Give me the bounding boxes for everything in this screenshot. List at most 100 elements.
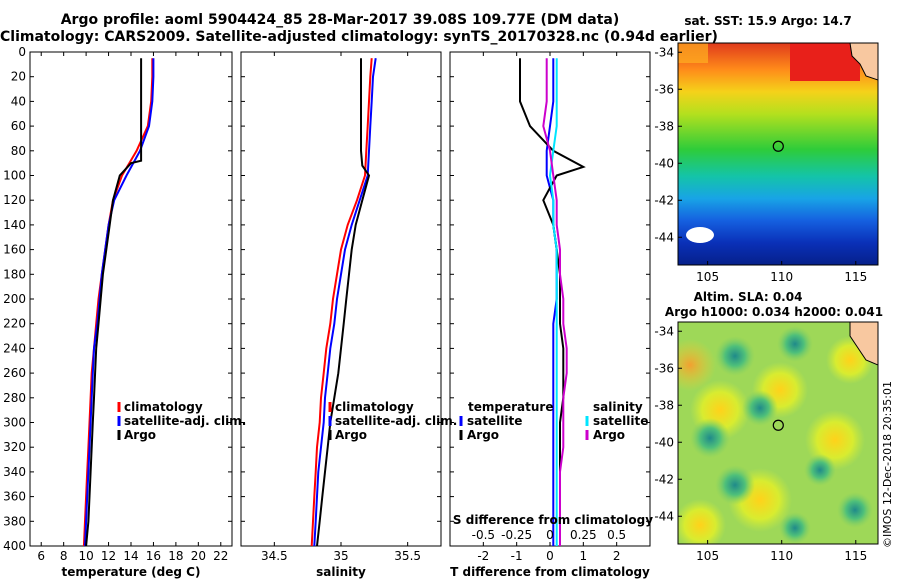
legend-label: Argo <box>593 428 625 442</box>
x-tick-label: 34.5 <box>261 549 288 563</box>
sst-map: sat. SST: 15.9 Argo: 14.7 105 110 115 -34 -3… <box>654 14 879 284</box>
map-x-tick-label: 115 <box>844 549 867 563</box>
sst-warm-patch <box>790 43 860 81</box>
sla-map: Altim. SLA: 0.04 Argo h1000: 0.034 h2000… <box>654 290 883 563</box>
map-x-tick-label: 115 <box>844 270 867 284</box>
map-y-tick-label: -36 <box>654 82 674 96</box>
x-tick-label: 35 <box>333 549 348 563</box>
map-x-tick-label: 105 <box>696 549 719 563</box>
legend-label: satellite <box>467 414 522 428</box>
x-tick-label: -2 <box>477 549 489 563</box>
map-y-tick-label: -34 <box>654 324 674 338</box>
map-y-tick-label: -44 <box>654 230 674 244</box>
x-tick-label: 1 <box>580 549 588 563</box>
depth-tick-label: 40 <box>11 94 26 108</box>
depth-tick-label: 400 <box>3 539 26 553</box>
map-y-tick-label: -38 <box>654 398 674 412</box>
secondary-axis-label: S difference from climatology <box>453 513 653 527</box>
series-line-argo <box>85 58 143 547</box>
series-line-climatology <box>82 58 154 547</box>
series-line-argo <box>316 58 371 547</box>
x-tick-label: -1 <box>511 549 523 563</box>
map-y-tick-label: -36 <box>654 361 674 375</box>
depth-tick-label: 340 <box>3 465 26 479</box>
depth-tick-label: 160 <box>3 243 26 257</box>
sla-map-subtitle: Argo h1000: 0.034 h2000: 0.041 <box>665 305 883 319</box>
series-line-salinity-satellite <box>548 58 558 546</box>
x-tick-label: 8 <box>60 549 68 563</box>
map-y-tick-label: -44 <box>654 509 674 523</box>
chart-title-line2: Climatology: CARS2009. Satellite-adjuste… <box>0 29 718 45</box>
x-tick-label: 16 <box>146 549 161 563</box>
x-tick-label: 2 <box>613 549 621 563</box>
x-tick-label: 20 <box>191 549 206 563</box>
series-line-temperature-argo <box>519 58 586 546</box>
sla-map-title: Altim. SLA: 0.04 <box>694 290 803 304</box>
sst-land <box>849 43 878 81</box>
map-y-tick-label: -42 <box>654 472 674 486</box>
legend-label: satellite-adj. clim. <box>335 414 457 428</box>
secondary-tick-label: 0 <box>546 528 554 542</box>
x-tick-label: 35.5 <box>394 549 421 563</box>
panel-temperature: 6 8 10 12 14 16 18 20 22 temperature (deg C) <box>29 51 233 579</box>
depth-tick-label: 140 <box>3 218 26 232</box>
legend-title-salinity: salinity <box>593 400 643 414</box>
depth-tick-label: 180 <box>3 267 26 281</box>
legend-label: satellite-adj. clim. <box>124 414 246 428</box>
depth-tick-label: 100 <box>3 169 26 183</box>
x-tick-label: 10 <box>78 549 93 563</box>
map-y-tick-label: -40 <box>654 156 674 170</box>
legend-label: climatology <box>335 400 414 414</box>
sla-land <box>849 322 878 366</box>
legend-label: climatology <box>124 400 203 414</box>
sst-map-title: sat. SST: 15.9 Argo: 14.7 <box>684 14 851 28</box>
depth-tick-label: 300 <box>3 416 26 430</box>
legend-label: Argo <box>335 428 367 442</box>
series-line-satellite-adj-clim- <box>313 58 377 547</box>
depth-tick-label: 0 <box>18 45 26 59</box>
depth-tick-label: 380 <box>3 514 26 528</box>
chart-title-line1: Argo profile: aoml 5904424_85 28-Mar-201… <box>60 12 620 28</box>
legend-label: Argo <box>124 428 156 442</box>
series-line-climatology <box>310 58 373 547</box>
map-x-tick-label: 110 <box>770 549 793 563</box>
x-tick-label: 22 <box>213 549 228 563</box>
series-line-satellite-adj-clim- <box>84 58 155 547</box>
panel-frame <box>29 51 233 547</box>
map-y-tick-label: -34 <box>654 45 674 59</box>
map-x-tick-label: 105 <box>696 270 719 284</box>
sla-argo-marker <box>772 419 784 431</box>
legend-title-temperature: temperature <box>468 400 553 414</box>
map-x-tick-label: 110 <box>770 270 793 284</box>
panel-frame <box>240 51 442 547</box>
depth-tick-label: 320 <box>3 440 26 454</box>
series-line-salinity-argo <box>542 58 568 546</box>
sst-map-frame <box>677 42 879 266</box>
secondary-tick-label: 0.25 <box>570 528 597 542</box>
depth-tick-label: 120 <box>3 193 26 207</box>
legend-label: satellite <box>593 414 648 428</box>
secondary-tick-label: -0.25 <box>501 528 532 542</box>
map-y-tick-label: -38 <box>654 119 674 133</box>
sla-map-frame <box>677 321 879 545</box>
map-y-tick-label: -40 <box>654 435 674 449</box>
legend-label: Argo <box>467 428 499 442</box>
x-tick-label: 6 <box>37 549 45 563</box>
sst-orange-patch <box>678 43 708 63</box>
x-axis-label: temperature (deg C) <box>62 565 201 579</box>
depth-tick-label: 20 <box>11 70 26 84</box>
depth-tick-label: 260 <box>3 366 26 380</box>
x-tick-label: 12 <box>101 549 116 563</box>
x-tick-label: 14 <box>123 549 138 563</box>
sst-cloud-mask <box>686 227 714 243</box>
x-tick-label: 18 <box>168 549 183 563</box>
depth-tick-label: 360 <box>3 490 26 504</box>
panel-difference-from-climatology: -2 -1 0 1 2 T difference from climatology <box>449 51 651 579</box>
depth-tick-label: 280 <box>3 391 26 405</box>
depth-tick-label: 200 <box>3 292 26 306</box>
sst-argo-marker <box>772 140 784 152</box>
depth-tick-label: 80 <box>11 144 26 158</box>
depth-tick-label: 220 <box>3 317 26 331</box>
